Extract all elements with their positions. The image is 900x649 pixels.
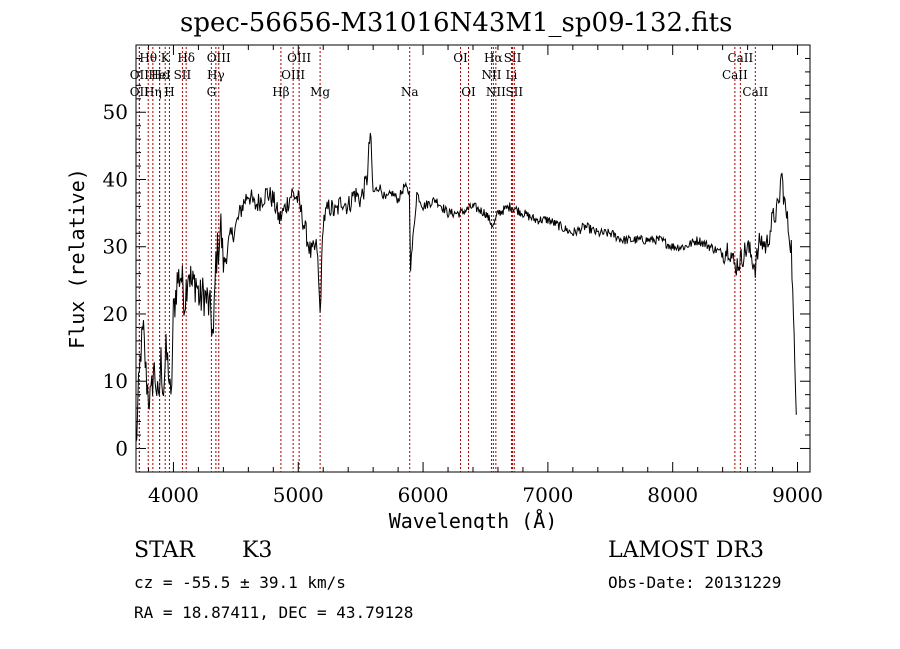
- spectral-line-label: Na: [401, 85, 419, 99]
- object-class: STAR: [134, 538, 195, 563]
- x-tick-label: 7000: [522, 483, 573, 507]
- survey-name: LAMOST DR3: [608, 538, 764, 563]
- x-tick-label: 8000: [647, 483, 698, 507]
- spectral-line-label: G: [207, 85, 217, 99]
- spectral-line-label: OIII: [281, 68, 305, 82]
- x-tick-label: 9000: [772, 483, 823, 507]
- spectral-line-label: Li: [506, 68, 518, 82]
- x-tick-label: 4000: [148, 483, 199, 507]
- spectral-line-label: Hα: [484, 51, 503, 65]
- y-axis-label: Flux (relative): [65, 168, 89, 349]
- spectral-line-label: SII: [174, 68, 192, 82]
- x-tick-label: 6000: [398, 483, 449, 507]
- spectrum-chart: 4000 5000 6000 7000 8000 9000 0 10 20 30 40 50 Hθ K Hδ…: [65, 44, 823, 530]
- spectral-line-label: NII: [486, 85, 506, 99]
- spectral-line-label: HeI: [148, 68, 171, 82]
- spectral-line-label: Hη: [144, 85, 162, 99]
- spectral-line-label: CaII: [727, 51, 753, 65]
- spectral-line-label: OIII: [207, 51, 231, 65]
- y-tick-label: 20: [103, 302, 128, 326]
- y-tick-label: 30: [103, 235, 128, 259]
- observation-date: Obs-Date: 20131229: [608, 573, 782, 592]
- spectral-line-label: NII: [481, 68, 501, 82]
- coordinates-readout: RA = 18.87411, DEC = 43.79128: [134, 603, 414, 622]
- spectral-line-label: OII: [130, 85, 150, 99]
- spectral-line-label: CaII: [722, 68, 748, 82]
- y-tick-label: 40: [103, 167, 128, 191]
- object-subclass: K3: [242, 538, 273, 563]
- spectral-line-label: Hθ: [139, 51, 157, 65]
- spectral-line-label: K: [161, 51, 171, 65]
- spectrum-line: [135, 132, 797, 442]
- spectral-line-label: H: [164, 85, 174, 99]
- x-tick-label: 5000: [273, 483, 324, 507]
- spectral-line-label: Mg: [310, 85, 330, 99]
- spectral-line-label: CaII: [742, 85, 768, 99]
- y-tick-label: 10: [103, 369, 128, 393]
- spectral-line-label: SII: [505, 85, 523, 99]
- y-tick-label: 0: [115, 436, 128, 460]
- x-axis-label: Wavelength (Å): [389, 509, 558, 530]
- chart-title: spec-56656-M31016N43M1_sp09-132.fits: [180, 8, 733, 38]
- spectral-line-label: SII: [504, 51, 522, 65]
- y-tick-label: 50: [103, 100, 128, 124]
- redshift-readout: cz = -55.5 ± 39.1 km/s: [134, 573, 346, 592]
- plot-frame: [135, 44, 811, 473]
- spectral-line-label: OI: [453, 51, 468, 65]
- spectral-line-label: Hγ: [207, 68, 225, 82]
- spectral-line-label: Hβ: [272, 85, 289, 99]
- spectral-line-label: OIII: [287, 51, 311, 65]
- spectral-line-label: Hδ: [177, 51, 195, 65]
- spectral-line-label: OI: [461, 85, 476, 99]
